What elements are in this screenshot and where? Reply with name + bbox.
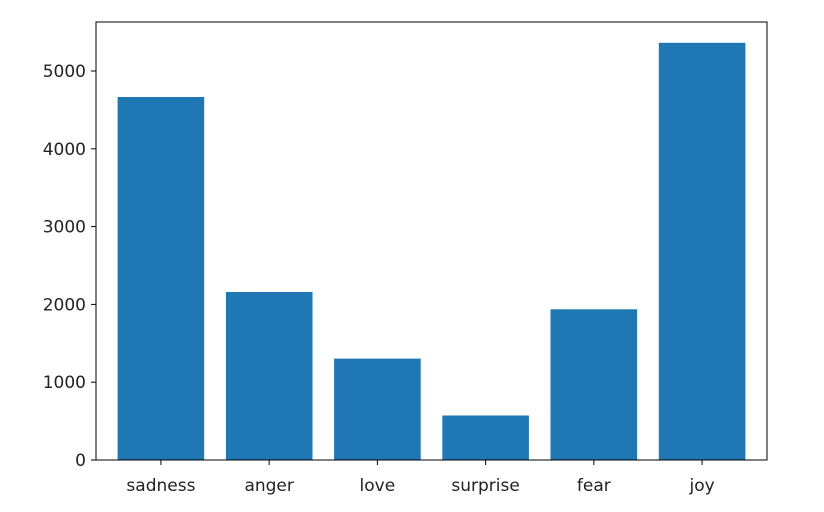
x-tick-label: sadness [126,476,195,496]
x-tick-label: joy [688,476,714,496]
x-tick-label: love [360,476,396,496]
x-tick-label: surprise [451,476,519,496]
y-tick-label: 3000 [43,218,86,238]
y-tick-label: 2000 [43,295,86,315]
bar-fear [550,309,638,460]
bar-love [334,358,421,460]
y-axis: 0 1000 2000 3000 4000 5000 [43,62,96,471]
x-tick-label: fear [577,476,611,496]
x-axis: sadness anger love surprise fear joy [126,460,715,496]
bars-group [117,42,746,461]
bar-surprise [442,415,529,460]
plot-background [96,22,767,460]
y-tick-label: 4000 [43,140,86,160]
y-tick-label: 0 [75,451,86,471]
y-tick-label: 5000 [43,62,86,82]
bar-anger [225,292,313,460]
bar-sadness [117,97,205,460]
y-tick-label: 1000 [43,373,86,393]
x-tick-label: anger [244,476,293,496]
bar-joy [658,42,746,461]
plot-frame [95,21,768,461]
